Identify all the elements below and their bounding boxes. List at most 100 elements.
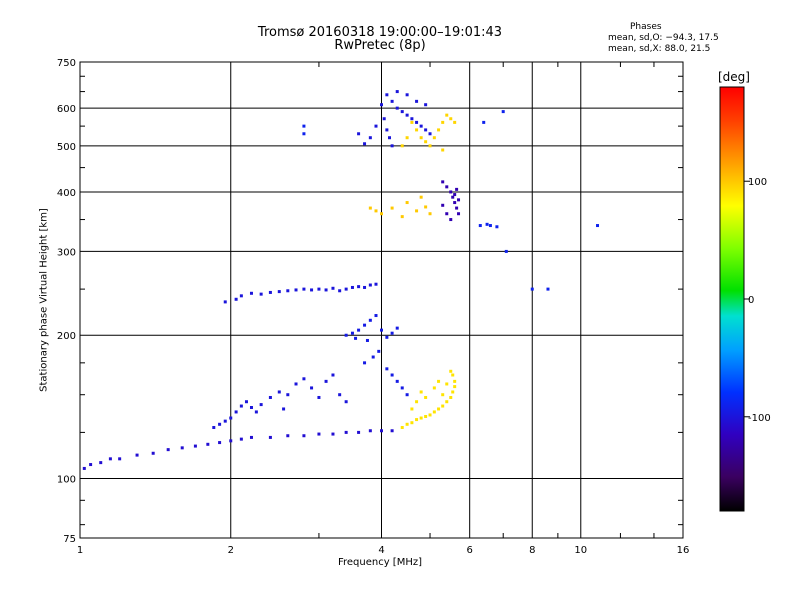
data-point (223, 300, 227, 304)
data-point (410, 421, 414, 425)
data-point (390, 331, 394, 335)
data-point (449, 117, 453, 121)
data-point (432, 386, 436, 390)
data-point (344, 400, 348, 404)
data-point (419, 195, 423, 199)
y-tick-label: 500 (57, 142, 76, 153)
data-point (368, 283, 372, 287)
data-point (118, 457, 122, 461)
data-point (453, 201, 457, 205)
data-point (344, 430, 348, 434)
chart-subtitle: RwPretec (8p) (334, 38, 426, 53)
data-point (151, 451, 155, 455)
data-point (395, 326, 399, 330)
data-point (400, 215, 404, 219)
data-point (277, 290, 281, 294)
data-point (357, 132, 361, 136)
data-point (108, 457, 112, 461)
x-tick-label: 8 (529, 545, 535, 556)
data-point (437, 407, 441, 411)
data-point (424, 205, 428, 209)
data-point (441, 180, 445, 184)
data-point (234, 297, 238, 301)
data-point (428, 212, 432, 216)
data-point (249, 291, 253, 295)
data-point (424, 128, 428, 132)
data-point (546, 287, 550, 291)
data-point (294, 382, 298, 386)
data-point (385, 93, 389, 97)
data-point (368, 429, 372, 433)
phase-x-stats: mean, sd,X: 88.0, 21.5 (608, 44, 711, 54)
data-point (249, 435, 253, 439)
data-point (388, 136, 392, 140)
data-point (317, 432, 321, 436)
data-point (166, 448, 170, 452)
data-point (374, 124, 378, 128)
data-point (453, 120, 457, 124)
data-point (363, 285, 367, 289)
phase-o-stats: mean, sd,O: −94.3, 17.5 (608, 33, 719, 43)
data-point (234, 410, 238, 414)
data-point (445, 382, 449, 386)
data-point (239, 437, 243, 441)
data-point (419, 124, 423, 128)
data-point (350, 285, 354, 289)
data-point (453, 385, 457, 389)
data-point (453, 379, 457, 383)
data-point (530, 287, 534, 291)
data-point (501, 110, 505, 114)
data-point (428, 413, 432, 417)
data-point (415, 99, 419, 103)
colorbar-label: [deg] (718, 70, 750, 84)
data-point (239, 294, 243, 298)
data-point (357, 285, 361, 289)
phase-heading: Phases (630, 22, 662, 32)
data-point (400, 144, 404, 148)
data-point (390, 99, 394, 103)
colorbar-tick-label: -100 (748, 413, 771, 424)
data-point (223, 419, 227, 423)
data-point (371, 355, 375, 359)
data-point (451, 390, 455, 394)
data-point (419, 416, 423, 420)
data-point (432, 410, 436, 414)
data-point (338, 393, 342, 397)
data-point (324, 288, 328, 292)
data-point (405, 201, 409, 205)
data-point (485, 222, 489, 226)
data-point (363, 361, 367, 365)
data-point (374, 314, 378, 318)
colorbar-tick-label: 0 (748, 295, 754, 306)
data-point (249, 406, 253, 410)
data-point (268, 435, 272, 439)
data-point (424, 414, 428, 418)
data-point (451, 195, 455, 199)
data-point (441, 148, 445, 152)
data-point (405, 136, 409, 140)
data-point (229, 416, 233, 420)
colorbar (719, 86, 745, 512)
data-point (239, 404, 243, 408)
y-tick-labels: 75 100 200 300 400 500 600 750 (57, 58, 76, 545)
data-point (344, 333, 348, 337)
data-point (254, 410, 258, 414)
data-point (277, 390, 281, 394)
data-point (400, 110, 404, 114)
data-point (259, 292, 263, 296)
data-point (331, 373, 335, 377)
data-point (405, 393, 409, 397)
data-point (357, 328, 361, 332)
data-point (415, 209, 419, 213)
data-point (415, 418, 419, 422)
data-point (441, 120, 445, 124)
data-point (99, 461, 103, 465)
data-point (400, 425, 404, 429)
data-point (390, 429, 394, 433)
data-point (302, 132, 306, 136)
data-point (206, 442, 210, 446)
data-point (441, 203, 445, 207)
data-point (310, 288, 314, 292)
x-tick-label: 4 (378, 545, 384, 556)
